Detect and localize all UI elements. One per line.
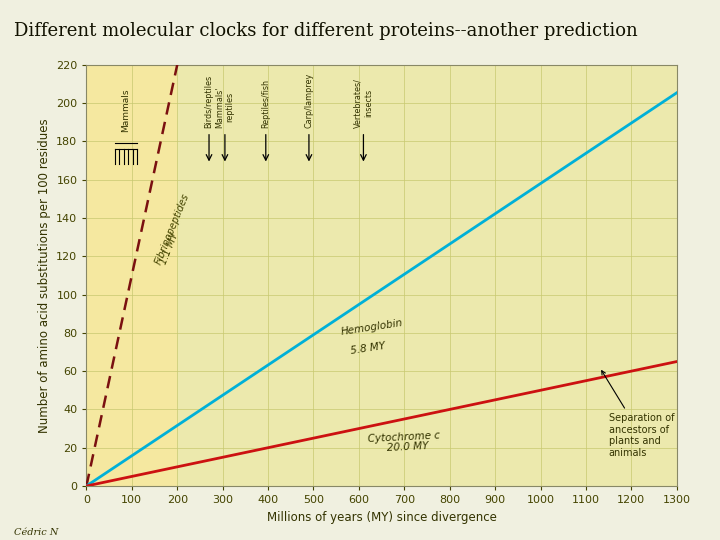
Text: Hemoglobin: Hemoglobin [341,318,404,336]
Text: Vertebrates/
insects: Vertebrates/ insects [354,78,373,128]
Text: Mammals: Mammals [122,89,130,132]
Text: Cédric N: Cédric N [14,528,59,537]
Text: 1.1 MY: 1.1 MY [158,231,180,266]
Text: Birds/reptiles: Birds/reptiles [204,75,214,128]
Text: Reptiles/fish: Reptiles/fish [261,79,270,128]
Y-axis label: Number of amino acid substitutions per 100 residues: Number of amino acid substitutions per 1… [37,118,50,433]
X-axis label: Millions of years (MY) since divergence: Millions of years (MY) since divergence [266,511,497,524]
Text: Carp/lamprey: Carp/lamprey [305,73,313,128]
Text: Fibrinopeptides: Fibrinopeptides [153,192,192,266]
Text: 20.0 MY: 20.0 MY [386,441,428,454]
Text: Mammals'
reptiles: Mammals' reptiles [215,86,235,128]
Text: Cytochrome c: Cytochrome c [368,430,441,444]
Bar [177,65,677,486]
Bar [86,65,677,486]
Text: Different molecular clocks for different proteins--another prediction: Different molecular clocks for different… [14,22,638,39]
Text: Separation of
ancestors of
plants and
animals: Separation of ancestors of plants and an… [602,371,674,458]
Text: 5.8 MY: 5.8 MY [350,341,386,356]
